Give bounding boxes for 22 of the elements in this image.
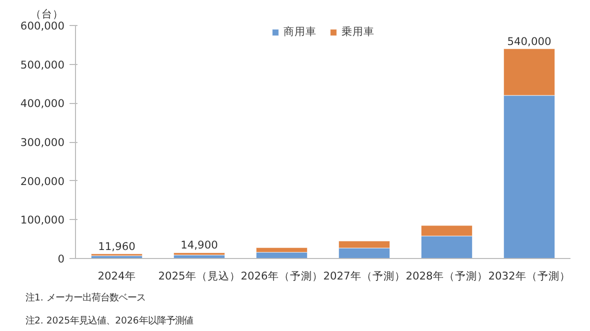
y-tick-label: 600,000 xyxy=(20,20,65,32)
y-tick-label: 400,000 xyxy=(20,97,65,110)
y-tick-label: 500,000 xyxy=(20,58,65,72)
y-axis-title: （台） xyxy=(30,8,64,20)
total-label: 540,000 xyxy=(507,34,552,48)
x-tick-label: 2028年（予測） xyxy=(406,270,488,282)
y-tick-label: 200,000 xyxy=(20,174,65,188)
text: 注1. メーカー出荷台数ベース xyxy=(26,292,146,304)
y-tick-label: 300,000 xyxy=(20,136,65,149)
y-tick-label: 100,000 xyxy=(20,214,65,227)
x-tick-label: 2027年（予測） xyxy=(323,270,406,282)
total-label: 14,900 xyxy=(180,238,218,252)
x-tick-label: 2024年 xyxy=(98,270,136,282)
y-tick-label: 0 xyxy=(58,252,65,266)
x-tick-label: 2026年（予測） xyxy=(240,270,323,282)
total-label: 11,960 xyxy=(98,240,136,253)
text: 注2. 2025年見込値、2026年以降予測値 xyxy=(26,316,193,326)
legend-label: 商用車 xyxy=(284,25,316,39)
bar xyxy=(173,252,226,256)
legend-label: 乗用車 xyxy=(342,25,374,39)
x-tick-label: 2025年（見込） xyxy=(158,270,240,282)
x-tick-label: 2032年（予測） xyxy=(488,270,570,282)
